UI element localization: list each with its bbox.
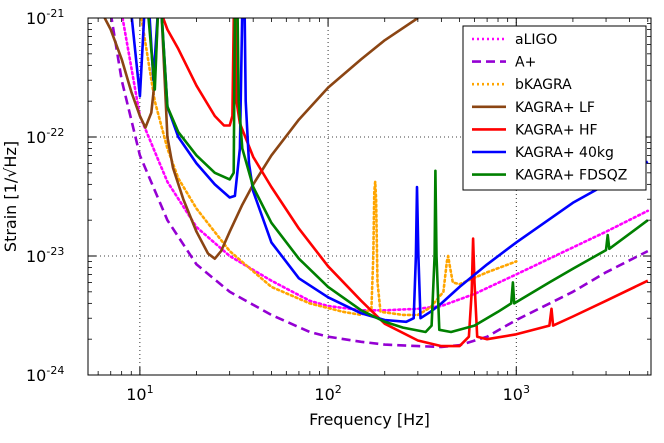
x-tick-label: 102 — [314, 383, 341, 404]
y-tick-label: 10-24 — [26, 364, 64, 385]
legend-label-kagra-hf: KAGRA+ HF — [515, 122, 598, 138]
tick-labels: 101 102 103 10-24 10-23 10-22 10-21 — [26, 7, 530, 404]
x-axis-title: Frequency [Hz] — [309, 410, 430, 429]
legend-label-kagra-fdsqz: KAGRA+ FDSQZ — [515, 168, 627, 184]
legend: aLIGO A+ bKAGRA KAGRA+ LF KAGRA+ HF KAGRA+ 40… — [462, 25, 647, 191]
y-tick-label: 10-23 — [26, 245, 64, 266]
y-tick-label: 10-22 — [26, 126, 64, 147]
legend-label-kagra-lf: KAGRA+ LF — [515, 100, 595, 116]
axis-ticks — [88, 17, 651, 376]
series-group — [103, 18, 650, 349]
series-line-bkagra — [140, 18, 518, 317]
legend-label-kagra-40kg: KAGRA+ 40kg — [515, 145, 614, 161]
series-line-kagra-fdsqz — [147, 18, 649, 334]
y-tick-label: 10-21 — [26, 7, 64, 28]
series-line-kagra-hf — [161, 18, 649, 348]
y-axis-title: Strain [1/√Hz] — [1, 141, 20, 252]
series-line-kagra-lf — [103, 18, 419, 260]
legend-label-bkagra: bKAGRA — [515, 77, 572, 93]
legend-label-aligo: aLIGO — [515, 32, 557, 48]
x-tick-label: 103 — [503, 383, 530, 404]
x-tick-label: 101 — [126, 383, 153, 404]
series-line-a — [110, 18, 649, 349]
legend-label-a: A+ — [515, 55, 536, 71]
plot-frame — [87, 17, 652, 376]
